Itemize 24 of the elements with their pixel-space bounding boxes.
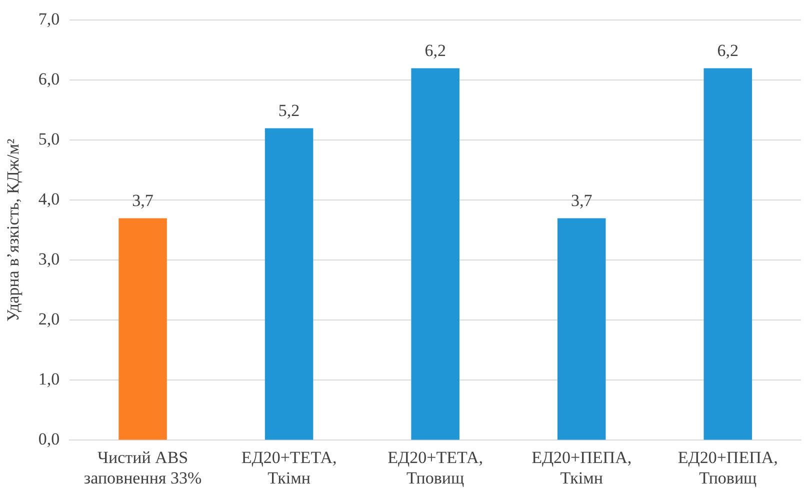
- data-label: 5,2: [278, 101, 300, 120]
- y-tick-label: 2,0: [38, 310, 60, 329]
- bar: [118, 218, 167, 440]
- x-tick-label: ЕД20+ТЕТА, Ткімн: [241, 448, 337, 488]
- y-tick-label: 0,0: [38, 430, 60, 449]
- y-tick-label: 5,0: [38, 130, 60, 149]
- bar: [704, 68, 752, 440]
- bar: [557, 218, 606, 440]
- x-tick-label: ЕД20+ПЕПА, Ткімн: [532, 448, 632, 488]
- data-label: 6,2: [424, 41, 446, 60]
- y-tick-label: 1,0: [38, 370, 60, 389]
- data-label: 3,7: [570, 191, 593, 210]
- data-label: 3,7: [132, 191, 154, 210]
- y-tick-label: 7,0: [38, 10, 60, 29]
- bar: [264, 128, 314, 440]
- x-tick-label: ЕД20+ПЕПА, Тповищ: [678, 448, 778, 488]
- y-tick-label: 6,0: [38, 70, 60, 89]
- y-tick-label: 4,0: [38, 190, 60, 209]
- x-tick-label: Чистий ABS заповнення 33%: [84, 448, 202, 488]
- y-axis-title: Ударна в’язкість, КДж/м²: [4, 138, 23, 322]
- data-label: 6,2: [717, 41, 738, 60]
- y-tick-label: 3,0: [38, 250, 60, 269]
- bar: [411, 68, 460, 440]
- x-tick-label: ЕД20+ТЕТА, Тповищ: [388, 448, 484, 488]
